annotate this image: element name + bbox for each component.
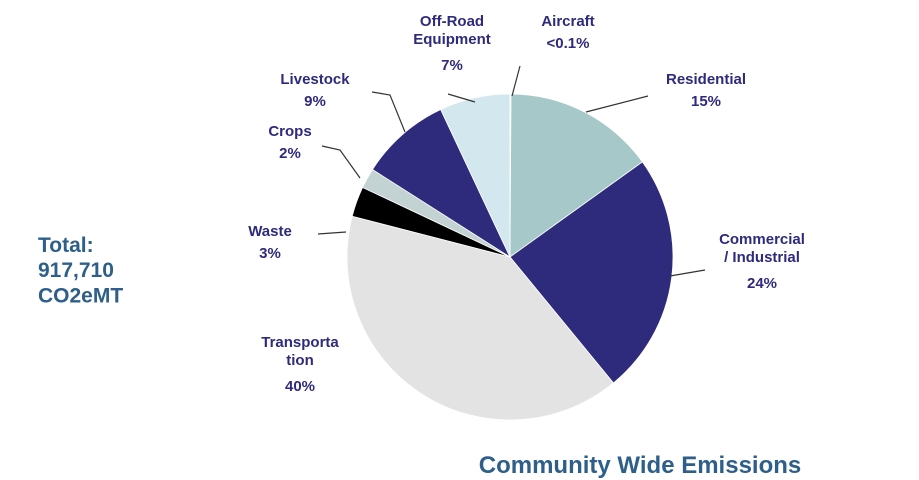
- leader-lines: [317, 65, 706, 277]
- slice-label: Residential: [666, 71, 746, 88]
- slice-value-label: 2%: [279, 145, 301, 162]
- slice-value-label: 3%: [259, 245, 281, 262]
- leader-line: [511, 65, 521, 97]
- slice-value-label: 9%: [304, 93, 326, 110]
- pie-slice: [509, 161, 674, 384]
- slice-label: Aircraft: [541, 13, 594, 30]
- slice-value-label: 24%: [747, 275, 777, 292]
- slice-label: Livestock: [280, 71, 350, 88]
- slice-value-label: 15%: [691, 93, 721, 110]
- chart-title: Community Wide Emissions: [479, 452, 802, 479]
- leader-line: [669, 269, 706, 277]
- leader-line: [321, 145, 361, 179]
- slice-label: Off-Road Equipment: [413, 13, 491, 48]
- slice-value-label: 40%: [285, 378, 315, 395]
- pie-slice: [440, 93, 511, 258]
- slice-value-label: 7%: [441, 57, 463, 74]
- slice-value-label: <0.1%: [547, 35, 590, 52]
- slice-label: Commercial / Industrial: [719, 231, 805, 266]
- slice-label: Crops: [268, 123, 311, 140]
- leader-line: [585, 95, 649, 113]
- slice-label: Transporta tion: [261, 334, 339, 369]
- pie-slice: [346, 215, 614, 421]
- leader-line: [371, 91, 406, 133]
- total-annotation: Total: 917,710 CO2eMT: [38, 234, 123, 307]
- pie-slice: [509, 93, 643, 258]
- slice-label: Waste: [248, 223, 292, 240]
- leader-line: [317, 231, 347, 235]
- leader-line: [447, 93, 476, 103]
- pie-slice: [371, 108, 511, 259]
